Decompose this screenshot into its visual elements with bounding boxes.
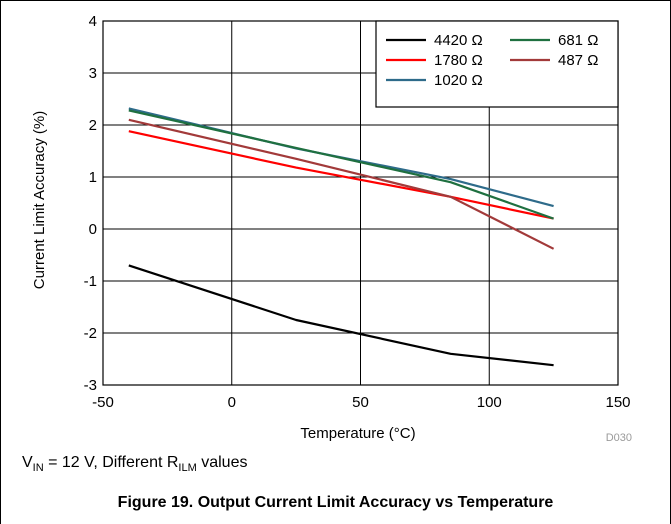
figure-frame-left [0,0,1,524]
x-tick-label: 150 [605,394,630,411]
legend-label: 1780 Ω [434,52,483,69]
note-tail: values [196,454,248,471]
legend-label: 487 Ω [558,52,598,69]
series-line [128,264,554,367]
y-tick-label: 4 [89,13,97,30]
series-line [128,118,555,250]
x-tick-label: 0 [228,394,236,411]
y-tick-label: -2 [84,325,97,342]
x-tick-label: -50 [92,394,114,411]
y-tick-label: -1 [84,273,97,290]
series-layer [128,107,555,367]
legend-label: 1020 Ω [434,72,483,89]
x-tick-label: 50 [352,394,369,411]
figure-frame-top [0,0,671,1]
legend-label: 681 Ω [558,32,598,49]
doc-code: D030 [606,432,632,444]
tick-labels: -50 0 50 100 150 -3 -2 -1 0 1 2 3 4 [84,13,631,411]
legend-label: 4420 Ω [434,32,483,49]
test-conditions-note: VIN = 12 V, Different RILM values [22,454,247,474]
figure-caption: Figure 19. Output Current Limit Accuracy… [117,494,554,511]
legend: 4420 Ω 681 Ω 1780 Ω 487 Ω 1020 Ω [375,20,619,108]
y-tick-label: 2 [89,117,97,134]
note-r-subscript: ILM [178,462,197,475]
y-axis-title: Current Limit Accuracy (%) [31,111,48,289]
chart-svg: -50 0 50 100 150 -3 -2 -1 0 1 2 3 4 Temperature (°C)… [31,13,632,444]
x-tick-label: 100 [477,394,502,411]
y-tick-label: 0 [89,221,97,238]
note-mid: = 12 V, Different R [43,454,179,471]
legend-box [375,20,619,108]
y-tick-label: 1 [89,169,97,186]
y-tick-label: -3 [84,377,97,394]
series-line [128,130,554,220]
series-line [128,109,554,220]
y-tick-label: 3 [89,65,97,82]
note-v-subscript: IN [32,462,44,475]
x-axis-title: Temperature (°C) [300,425,415,442]
note-v: V [22,454,33,471]
plot-area-border [102,20,619,386]
